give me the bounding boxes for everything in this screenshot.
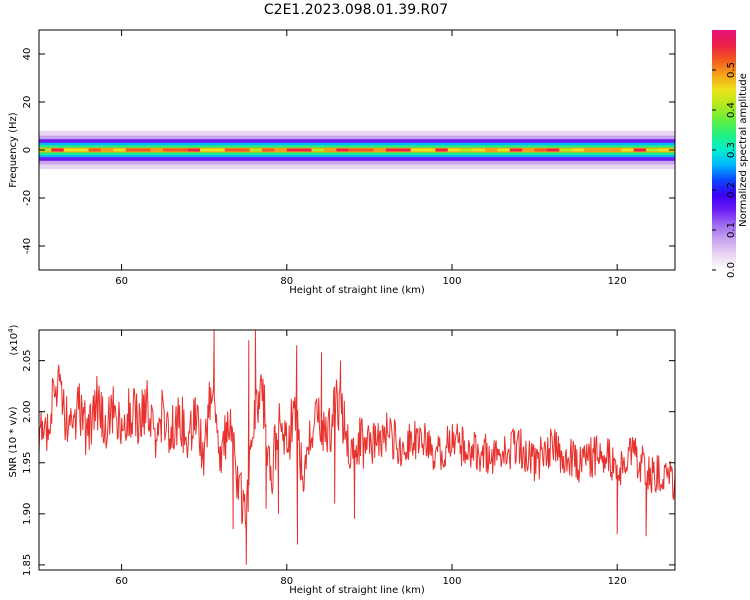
figure-title: C2E1.2023.098.01.39.R07	[264, 2, 448, 18]
spectrogram-cell	[497, 148, 510, 152]
spectrogram-cell	[361, 148, 374, 152]
x-tick-label: 100	[442, 276, 461, 287]
y-tick-label: -40	[22, 238, 33, 254]
snr-x-ticks: 60 80 100 120	[115, 330, 627, 587]
snr-panel: 60 80 100 120 1.85 1.90 1.95 2.00 2.05 Height o…	[7, 324, 676, 596]
spectrogram-cell	[100, 148, 114, 152]
x-tick-label: 80	[280, 576, 293, 587]
spectrogram-cell	[286, 148, 300, 152]
spectrogram-cell	[113, 148, 126, 152]
spectrogram-cell	[150, 148, 163, 152]
y-tick-label: 2.05	[22, 350, 33, 372]
spectrogram-cell	[385, 148, 399, 152]
spectrogram-y-axis-label: Frequency (Hz)	[8, 112, 19, 188]
snr-multiplier-label: (x104)	[7, 324, 20, 355]
spectrogram-cell	[447, 148, 461, 152]
spectrogram-cell	[200, 148, 213, 152]
spectrogram-cell	[262, 148, 275, 152]
colorbar-ticks: 0.0 0.1 0.2 0.3 0.4 0.5	[712, 62, 737, 278]
spectrogram-cell	[336, 148, 349, 152]
y-tick-label: 20	[22, 96, 33, 109]
spectrogram-cell	[608, 148, 622, 152]
colorbar-tick-label: 0.0	[726, 262, 737, 278]
snr-series-line	[39, 330, 675, 565]
spectrogram-cell	[423, 148, 436, 152]
snr-y-ticks: 1.85 1.90 1.95 2.00 2.05	[22, 350, 675, 576]
x-tick-label: 80	[280, 276, 293, 287]
spectrogram-cell	[460, 148, 473, 152]
spectrogram-cell	[88, 148, 101, 152]
spectrogram-cell	[51, 148, 64, 152]
spectrogram-cell	[435, 148, 448, 152]
spectrogram-cell	[237, 148, 250, 152]
spectrogram-heatmap	[39, 130, 675, 170]
x-tick-label: 60	[115, 276, 128, 287]
spectrogram-cell	[39, 148, 52, 152]
spectrogram-cell	[534, 148, 547, 152]
spectrogram-cell	[76, 148, 89, 152]
spectrogram-cell	[596, 148, 609, 152]
spectrogram-cell	[138, 148, 151, 152]
spectrogram-y-ticks: 40 20 0 -20 -40	[22, 48, 675, 254]
spectrogram-cell	[274, 148, 287, 152]
colorbar: 0.0 0.1 0.2 0.3 0.4 0.5 Normalized spectral a…	[712, 30, 749, 278]
x-tick-label: 100	[442, 576, 461, 587]
spectrogram-cell	[546, 148, 560, 152]
spectrogram-cell	[175, 148, 188, 152]
y-tick-label: -20	[22, 190, 33, 206]
colorbar-tick-label: 0.3	[726, 142, 737, 158]
x-tick-label: 120	[608, 276, 627, 287]
y-tick-label: 0	[22, 147, 33, 153]
x-tick-label: 120	[608, 576, 627, 587]
spectrogram-cell	[212, 148, 225, 152]
y-tick-label: 40	[22, 48, 33, 61]
spectrogram-cell	[472, 148, 486, 152]
y-tick-label: 2.00	[22, 401, 33, 423]
colorbar-tick-label: 0.1	[726, 222, 737, 238]
x-tick-label: 60	[115, 576, 128, 587]
spectrogram-cell	[559, 148, 572, 152]
y-tick-label: 1.95	[22, 452, 33, 474]
snr-x-axis-label: Height of straight line (km)	[289, 585, 425, 596]
spectrogram-cell	[299, 148, 312, 152]
spectrogram-cell	[348, 148, 362, 152]
colorbar-tick-label: 0.5	[726, 62, 737, 78]
spectrogram-cell	[162, 148, 176, 152]
snr-y-axis-label: SNR (10 * v/v)	[8, 406, 19, 477]
colorbar-label: Normalized spectral amplitude	[738, 73, 749, 227]
spectrogram-panel: 60 80 100 120 40 20 0 -20 -40 Height of straigh…	[8, 29, 676, 296]
spectrogram-cell	[522, 148, 535, 152]
spectrogram-cell	[584, 148, 597, 152]
spectrogram-cell	[373, 148, 386, 152]
spectrogram-cell	[311, 148, 324, 152]
y-tick-label: 1.90	[22, 503, 33, 525]
spectrogram-cell	[187, 148, 201, 152]
spectrogram-cell	[633, 148, 647, 152]
snr-frame	[38, 329, 676, 571]
spectrogram-cell	[646, 148, 659, 152]
spectrogram-cell	[224, 148, 238, 152]
spectrogram-cell	[485, 148, 498, 152]
colorbar-tick-label: 0.2	[726, 182, 737, 198]
spectrogram-x-ticks: 60 80 100 120	[115, 30, 627, 287]
spectrogram-cell	[323, 148, 337, 152]
spectrogram-cell	[125, 148, 139, 152]
spectrogram-cell	[621, 148, 634, 152]
spectrogram-x-axis-label: Height of straight line (km)	[289, 285, 425, 296]
spectrogram-cell	[410, 148, 424, 152]
spectrogram-cell	[63, 148, 77, 152]
spectrogram-cell	[509, 148, 523, 152]
y-tick-label: 1.85	[22, 554, 33, 576]
spectrogram-cell	[571, 148, 585, 152]
spectrogram-cell	[658, 148, 671, 152]
colorbar-tick-label: 0.4	[726, 102, 737, 118]
spectrogram-cell	[249, 148, 263, 152]
spectrogram-cell	[398, 148, 411, 152]
